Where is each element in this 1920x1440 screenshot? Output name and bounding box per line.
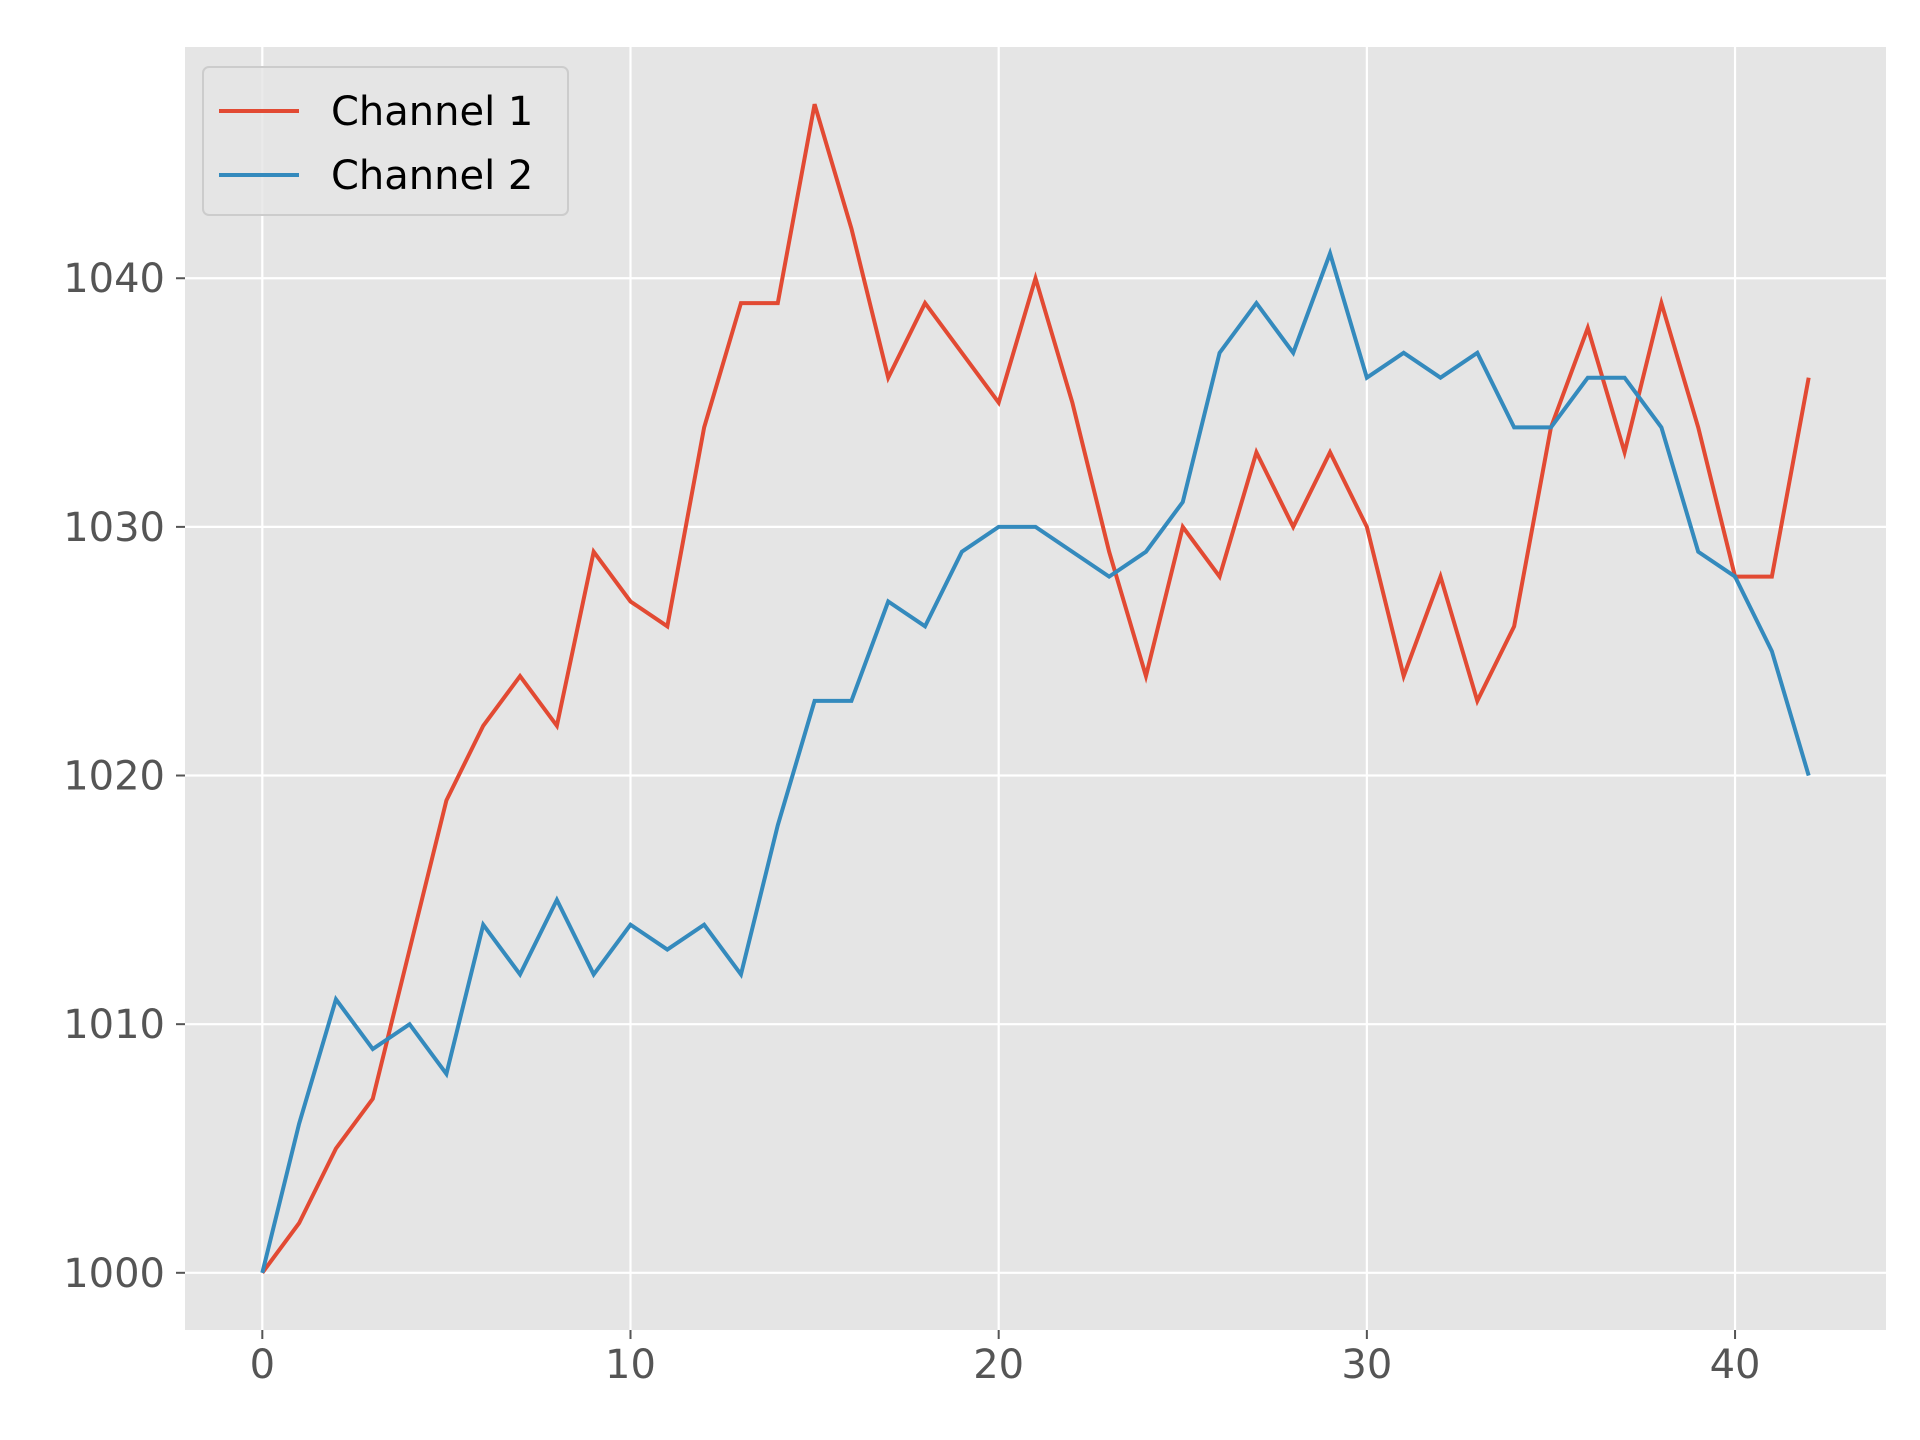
plot-area [185,47,1886,1330]
legend-label: Channel 2 [331,153,533,199]
x-tick-label: 30 [1341,1342,1392,1388]
y-tick-label: 1030 [63,505,165,551]
x-tick-label: 40 [1710,1342,1761,1388]
legend-box [202,66,569,216]
legend[interactable]: Channel 1 Channel 2 [202,66,569,216]
y-tick-label: 1020 [63,754,165,800]
legend-label: Channel 1 [331,89,533,135]
series-group [260,103,1811,1275]
y-tick-label: 1010 [63,1002,165,1048]
y-tick-label: 1040 [63,256,165,302]
x-tick-label: 10 [605,1342,656,1388]
y-tick-label: 1000 [63,1251,165,1297]
x-axis: 0 10 20 30 40 [250,1330,1761,1388]
y-axis: 1000 1010 1020 1030 1040 [63,256,185,1297]
x-tick-label: 20 [973,1342,1024,1388]
series-line-2 [260,247,1811,1274]
x-tick-label: 0 [250,1342,275,1388]
